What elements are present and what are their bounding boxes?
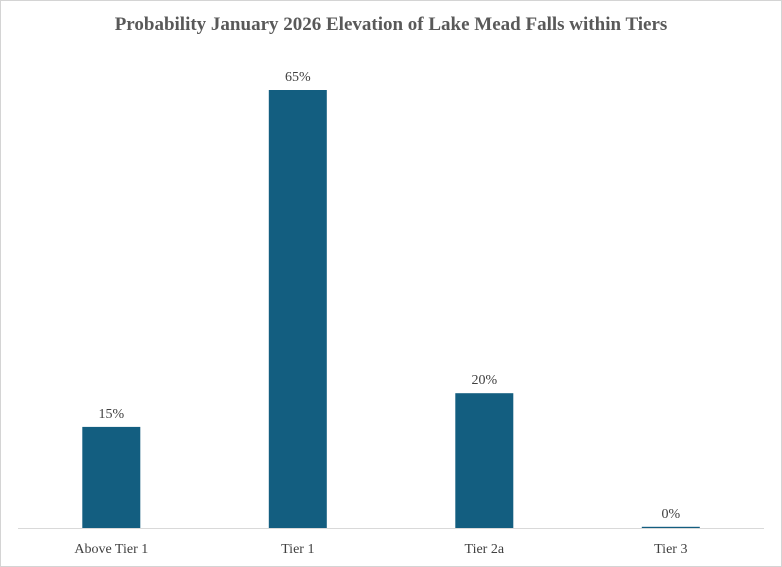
chart-title: Probability January 2026 Elevation of La… [114,14,668,35]
x-tick-label: Tier 2a [465,542,505,557]
bar-above-tier-1 [82,426,141,528]
x-tick-label: Tier 3 [654,542,687,557]
data-label: 20% [471,373,497,388]
data-label: 0% [661,507,680,522]
bar-tier-2a [455,393,514,528]
data-label: 65% [285,70,311,85]
bars-group [82,90,700,528]
x-tick-label: Above Tier 1 [74,542,148,557]
bar-tier-3 [641,526,700,528]
labels-group: 15% Above Tier 1 65% Tier 1 20% Tier 2a 0% Tier… [74,70,687,557]
x-tick-label: Tier 1 [281,542,314,557]
bar-tier-1 [268,90,327,528]
data-label: 15% [98,407,124,422]
